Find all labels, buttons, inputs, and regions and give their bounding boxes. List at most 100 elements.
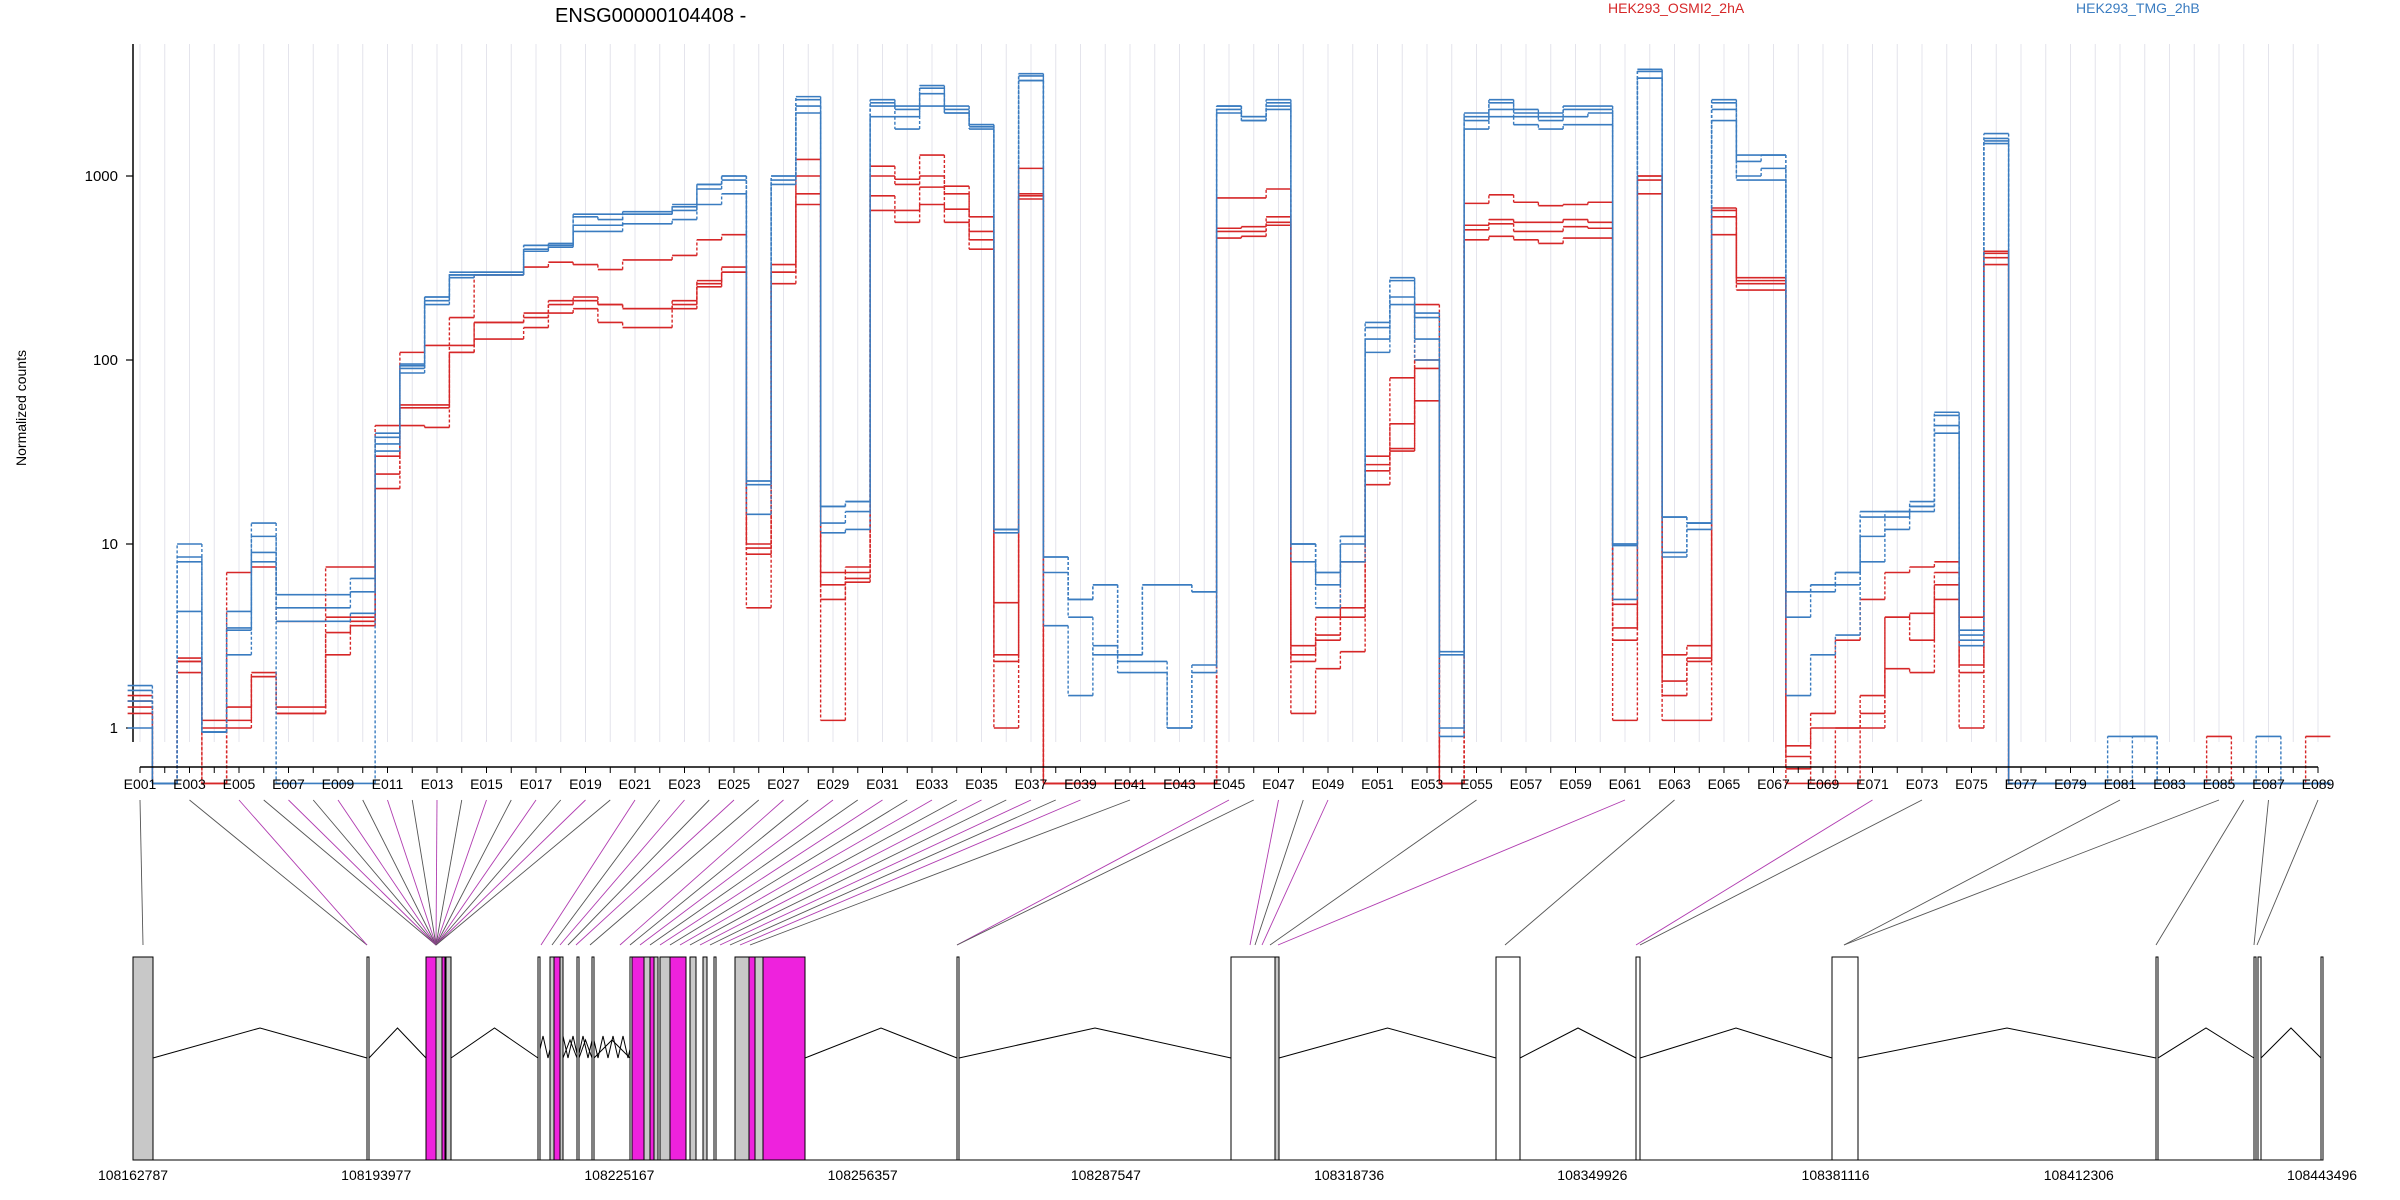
bin-connector	[956, 799, 1254, 946]
exon-box	[1635, 956, 1641, 1161]
vertical-grid	[139, 44, 2319, 742]
bin-connector	[739, 799, 1081, 946]
intron-line	[152, 1027, 368, 1059]
exon-box	[956, 956, 960, 1161]
exon-box	[1274, 956, 1280, 1161]
series-transition-segments	[151, 69, 2282, 784]
bin-connector	[1249, 799, 1279, 946]
x-tick-label: E077	[2005, 776, 2038, 792]
x-tick-label: E039	[1064, 776, 1097, 792]
legend-label-osmi2: HEK293_OSMI2_2hA	[1608, 0, 1745, 16]
intron-line	[1278, 1027, 1497, 1059]
bin-connector	[639, 799, 834, 946]
series-hek293-tmg-2hb	[127, 68, 2331, 785]
exon-box	[631, 956, 645, 1161]
intron-line	[368, 1027, 427, 1059]
bin-connector	[575, 799, 735, 946]
bin-connector	[567, 799, 710, 946]
exon-box	[2257, 956, 2262, 1161]
bin-connector	[2253, 799, 2269, 946]
x-tick-label: E015	[470, 776, 503, 792]
exon-box	[425, 956, 437, 1161]
x-tick-label: E005	[223, 776, 256, 792]
bin-connector	[312, 799, 437, 946]
x-tick-label: E073	[1906, 776, 1939, 792]
x-tick-label: E033	[916, 776, 949, 792]
y-tick-label: 10	[101, 536, 118, 553]
x-tick-label: E031	[866, 776, 899, 792]
bin-connector	[1635, 799, 1873, 946]
genomic-tick-label: 108287547	[1071, 1167, 1141, 1183]
x-tick-label: E023	[668, 776, 701, 792]
x-tick-label: E079	[2054, 776, 2087, 792]
exon-box	[1831, 956, 1859, 1161]
x-tick-label: E019	[569, 776, 602, 792]
intron-line	[1639, 1027, 1833, 1059]
exon-box	[1495, 956, 1521, 1161]
bin-connector	[1639, 799, 1923, 946]
bin-connector	[435, 799, 463, 946]
x-tick-label: E011	[372, 776, 404, 792]
legend-label-tmg: HEK293_TMG_2hB	[2076, 0, 2200, 16]
bin-connector	[337, 799, 437, 946]
bin-connector	[709, 799, 1007, 946]
bin-connector	[589, 799, 760, 946]
bin-connector	[629, 799, 809, 946]
bin-connector	[387, 799, 437, 946]
y-tick-label: 1000	[85, 168, 118, 185]
bin-connector	[362, 799, 437, 946]
intron-line	[1519, 1027, 1637, 1059]
chart-title: ENSG00000104408 -	[555, 5, 746, 27]
bin-connector	[189, 799, 368, 946]
intron-line	[1857, 1027, 2157, 1059]
bin-connector	[559, 799, 685, 946]
bin-connector	[2256, 799, 2319, 946]
x-tick-label: E071	[1856, 776, 1889, 792]
exon-box	[689, 956, 697, 1161]
exon-box	[537, 956, 541, 1161]
bin-connector	[1254, 799, 1304, 946]
y-tick-label: 1	[110, 720, 118, 737]
exon-box	[445, 956, 452, 1161]
y-ticks: 1 10 100 1000	[85, 168, 133, 737]
bin-connector	[1504, 799, 1675, 946]
bin-connector	[2155, 799, 2245, 946]
exon-box	[559, 956, 564, 1161]
bin-connector	[435, 799, 438, 946]
genomic-tick-label: 108193977	[341, 1167, 411, 1183]
y-axis-label: Normalized counts	[13, 350, 29, 466]
x-tick-label: E089	[2302, 776, 2335, 792]
bin-connector	[263, 799, 437, 946]
bin-connector	[435, 799, 537, 946]
bin-connector	[689, 799, 957, 946]
genomic-tick-label: 108349926	[1557, 1167, 1627, 1183]
x-tick-label: E049	[1312, 776, 1345, 792]
intron-line	[2157, 1027, 2255, 1059]
x-tick-label: E061	[1609, 776, 1642, 792]
bin-connector	[659, 799, 883, 946]
series-lines	[127, 68, 2331, 785]
exon-box	[435, 956, 443, 1161]
x-tick-label: E057	[1510, 776, 1543, 792]
exon-box	[2253, 956, 2257, 1161]
exon-box	[2320, 956, 2324, 1161]
x-tick-label: E043	[1163, 776, 1196, 792]
intron-line	[562, 1038, 578, 1059]
genomic-tick-label: 108162787	[98, 1167, 168, 1183]
series-step-segments	[127, 68, 2331, 785]
x-tick-label: E017	[520, 776, 553, 792]
exon-box	[653, 956, 659, 1161]
bin-connector	[1277, 799, 1626, 946]
exon-box	[754, 956, 764, 1161]
bin-connector	[551, 799, 661, 946]
exon-box	[132, 956, 154, 1161]
x-tick-label: E027	[767, 776, 800, 792]
intron-line	[2260, 1027, 2322, 1059]
x-tick-label: E067	[1757, 776, 1790, 792]
exon-box	[643, 956, 651, 1161]
bin-connector	[749, 799, 1131, 946]
bin-connector	[435, 799, 487, 946]
bin-connector	[619, 799, 784, 946]
x-tick-label: E007	[272, 776, 305, 792]
